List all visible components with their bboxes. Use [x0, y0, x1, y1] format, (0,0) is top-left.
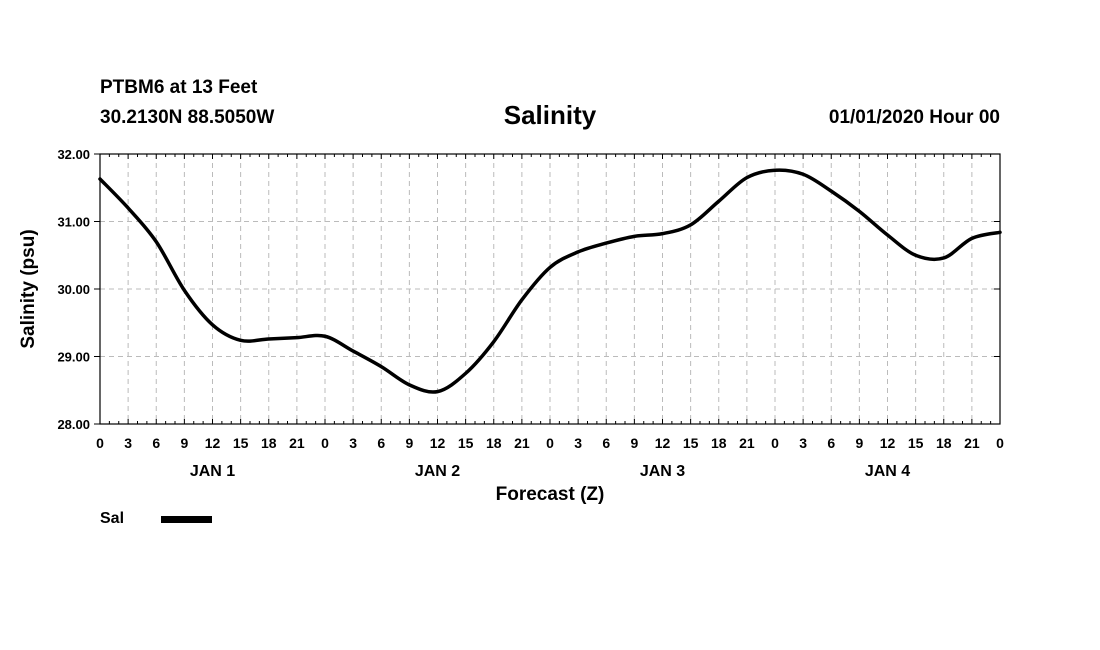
chart-title: Salinity: [503, 100, 597, 130]
station-label: PTBM6 at 13 Feet: [100, 77, 258, 98]
legend-swatch: [161, 516, 212, 523]
x-tick-label: 15: [683, 435, 699, 451]
x-tick-label: 6: [377, 435, 385, 451]
x-tick-label: 21: [964, 435, 980, 451]
x-tick-label: 6: [602, 435, 610, 451]
x-tick-label: 21: [514, 435, 530, 451]
day-label: JAN 3: [640, 463, 685, 480]
x-tick-label: 12: [655, 435, 671, 451]
x-tick-label: 0: [996, 435, 1004, 451]
x-tick-label: 9: [855, 435, 863, 451]
coordinates-label: 30.2130N 88.5050W: [100, 107, 275, 128]
x-tick-label: 0: [771, 435, 779, 451]
x-tick-label: 3: [799, 435, 807, 451]
plot-frame: [99, 153, 1001, 425]
x-tick-label: 6: [152, 435, 160, 451]
x-tick-label: 18: [936, 435, 952, 451]
y-axis-label: Salinity (psu): [18, 229, 39, 348]
x-tick-label: 6: [827, 435, 835, 451]
y-tick-label: 32.00: [57, 147, 90, 162]
x-axis-label: Forecast (Z): [496, 484, 605, 505]
x-tick-label: 12: [205, 435, 221, 451]
x-tick-label: 3: [124, 435, 132, 451]
x-tick-label: 15: [908, 435, 924, 451]
x-tick-label: 9: [630, 435, 638, 451]
x-tick-label: 18: [486, 435, 502, 451]
legend-label: Sal: [100, 510, 125, 527]
y-tick-label: 28.00: [57, 417, 90, 432]
x-tick-label: 12: [430, 435, 446, 451]
x-tick-label: 3: [349, 435, 357, 451]
x-tick-label: 3: [574, 435, 582, 451]
x-tick-label: 21: [739, 435, 755, 451]
x-tick-label: 0: [546, 435, 554, 451]
x-tick-label: 21: [289, 435, 305, 451]
x-tick-label: 0: [96, 435, 104, 451]
x-tick-label: 12: [880, 435, 896, 451]
x-tick-label: 0: [321, 435, 329, 451]
x-tick-label: 18: [711, 435, 727, 451]
y-tick-label: 29.00: [57, 350, 90, 365]
x-tick-label: 18: [261, 435, 277, 451]
series-line-sal: [98, 168, 1002, 394]
x-tick-label: 9: [405, 435, 413, 451]
x-tick-label: 9: [180, 435, 188, 451]
day-label: JAN 4: [865, 463, 910, 480]
day-label: JAN 2: [415, 463, 460, 480]
x-tick-label: 15: [458, 435, 474, 451]
y-tick-label: 30.00: [57, 282, 90, 297]
day-label: JAN 1: [190, 463, 235, 480]
forecast-datetime: 01/01/2020 Hour 00: [828, 107, 1000, 128]
x-tick-label: 15: [233, 435, 249, 451]
y-tick-label: 31.00: [57, 215, 90, 230]
